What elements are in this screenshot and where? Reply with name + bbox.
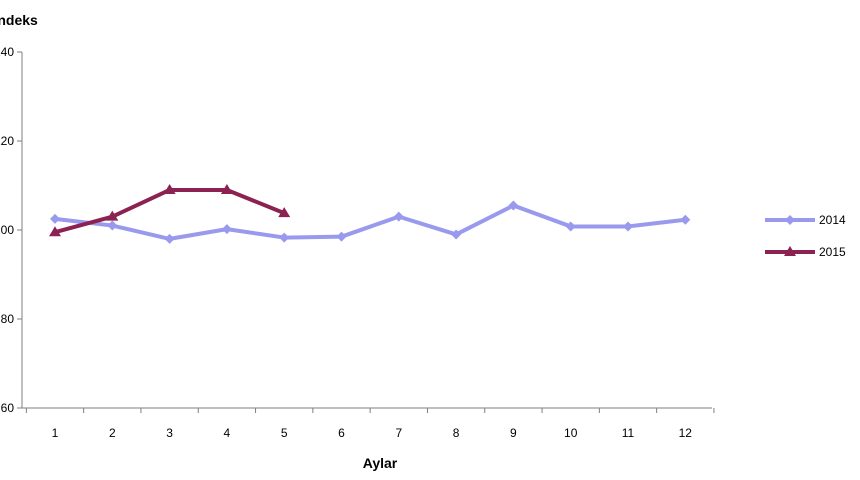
series-2014 xyxy=(50,200,691,244)
y-axis: 60 80 100 120 140 xyxy=(0,45,23,415)
data-point-2014 xyxy=(50,213,60,224)
x-tick-label: 11 xyxy=(622,426,635,440)
x-tick-label: 6 xyxy=(338,426,345,440)
y-tick-label: 120 xyxy=(0,134,14,148)
x-tick-label: 2 xyxy=(109,426,116,440)
legend-swatch-marker xyxy=(784,246,796,256)
data-point-2014 xyxy=(680,214,691,225)
data-point-2014 xyxy=(107,220,118,231)
data-point-2014 xyxy=(336,231,347,242)
data-point-2014 xyxy=(565,221,576,232)
data-point-2015 xyxy=(163,183,176,194)
x-axis: 1 2 3 4 5 6 7 8 9 10 11 12 xyxy=(22,407,715,440)
data-point-2014 xyxy=(451,229,462,240)
data-point-2014 xyxy=(623,221,633,232)
legend: 2014 2015 xyxy=(765,213,846,259)
y-axis-title: Endeks xyxy=(0,12,38,28)
legend-label: 2014 xyxy=(819,213,846,227)
x-tick-label: 7 xyxy=(395,426,402,440)
x-tick-label: 5 xyxy=(281,426,288,440)
x-tick-label: 4 xyxy=(224,426,231,440)
series-2015 xyxy=(49,183,291,237)
x-tick-label: 10 xyxy=(564,426,578,440)
y-tick-label: 100 xyxy=(0,223,14,237)
data-point-2014 xyxy=(279,232,290,243)
series-line-2014 xyxy=(53,203,688,241)
data-point-2015 xyxy=(106,210,119,221)
legend-item-2014: 2014 xyxy=(765,213,846,227)
data-point-2015 xyxy=(49,226,61,237)
legend-item-2015: 2015 xyxy=(765,245,846,259)
y-tick-label: 80 xyxy=(1,312,15,326)
legend-label: 2015 xyxy=(819,245,846,259)
x-tick-label: 12 xyxy=(679,426,693,440)
data-point-2014 xyxy=(221,224,232,235)
data-point-2015 xyxy=(220,183,233,194)
data-point-2014 xyxy=(393,211,404,222)
y-tick-label: 140 xyxy=(0,45,14,59)
data-point-2014 xyxy=(508,200,519,211)
legend-swatch-marker xyxy=(785,215,795,225)
series-layer xyxy=(49,183,691,244)
x-tick-label: 3 xyxy=(166,426,173,440)
x-tick-label: 1 xyxy=(52,426,59,440)
data-point-2014 xyxy=(164,233,175,244)
x-axis-title: Aylar xyxy=(363,455,398,471)
x-tick-label: 9 xyxy=(510,426,517,440)
series-line-2015 xyxy=(53,187,287,235)
y-tick-label: 60 xyxy=(1,401,15,415)
x-tick-label: 8 xyxy=(453,426,460,440)
data-point-2015 xyxy=(278,207,291,218)
